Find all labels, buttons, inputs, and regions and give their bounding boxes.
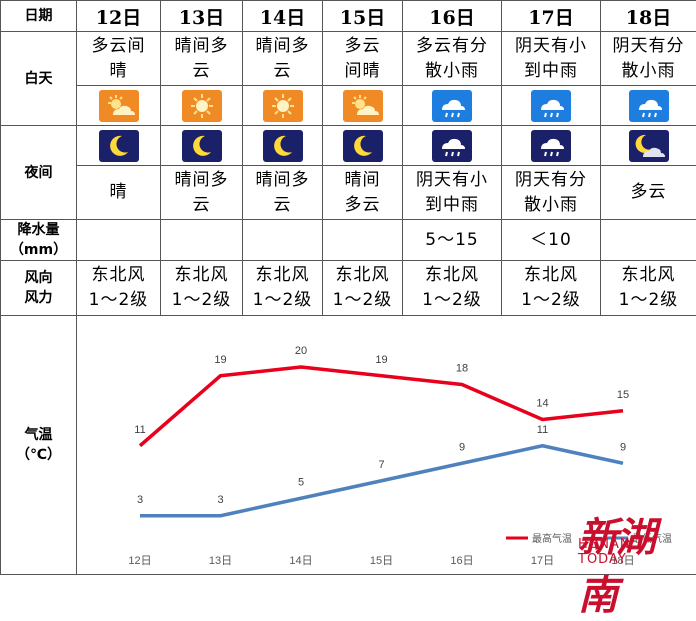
news-logo-watermark: 新湖南 HUNAN TODAY	[578, 505, 688, 567]
precip-cell	[243, 220, 323, 261]
night-rain-icon	[432, 130, 472, 162]
data-label: 5	[298, 476, 304, 488]
moon-icon	[343, 130, 383, 162]
date-row: 日期 12日 13日 14日 15日 16日 17日 18日	[1, 1, 696, 32]
night-weather-text: 晴间多云	[323, 166, 403, 220]
temperature-label: 气温（℃）	[1, 316, 77, 575]
moon-icon	[99, 130, 139, 162]
data-label: 11	[537, 424, 548, 436]
series-line-high	[140, 367, 623, 446]
night-weather-text: 晴	[77, 166, 161, 220]
watermark-en: HUNAN TODAY	[578, 537, 682, 567]
day-weather-row: 白天 多云间晴 晴间多云 晴间多云 多云间晴 多云有分散小雨 阴天有小到中雨 阴…	[1, 32, 696, 86]
precip-cell: ＜10	[502, 220, 601, 261]
x-tick-label: 13日	[209, 555, 232, 567]
partly-sunny-icon	[99, 90, 139, 122]
x-tick-label: 17日	[531, 555, 554, 567]
moon-icon	[263, 130, 303, 162]
day-weather-text: 晴间多云	[243, 32, 323, 86]
data-label: 14	[536, 398, 548, 410]
night-label: 夜间	[1, 126, 77, 220]
night-cloud-icon	[629, 130, 669, 162]
precip-row: 降水量（mm） 5～15 ＜10	[1, 220, 696, 261]
wind-label: 风向风力	[1, 261, 77, 316]
day-weather-text: 多云间晴	[77, 32, 161, 86]
date-cell: 12日	[77, 1, 161, 32]
x-tick-label: 16日	[450, 555, 473, 567]
date-cell: 15日	[323, 1, 403, 32]
date-cell: 13日	[161, 1, 243, 32]
data-label: 11	[134, 424, 145, 436]
day-weather-text: 多云有分散小雨	[403, 32, 502, 86]
data-label: 7	[378, 459, 384, 471]
date-cell: 18日	[601, 1, 696, 32]
night-weather-row: 晴 晴间多云 晴间多云 晴间多云 阴天有小到中雨 阴天有分散小雨 多云	[1, 166, 696, 220]
precip-cell: 5～15	[403, 220, 502, 261]
x-tick-label: 12日	[128, 555, 151, 567]
data-label: 9	[459, 441, 465, 453]
date-cell: 16日	[403, 1, 502, 32]
data-label: 15	[617, 389, 629, 401]
night-weather-text: 晴间多云	[243, 166, 323, 220]
precip-cell	[601, 220, 696, 261]
day-weather-text: 晴间多云	[161, 32, 243, 86]
sun-icon	[182, 90, 222, 122]
day-label: 白天	[1, 32, 77, 126]
rain-cloud-icon	[531, 90, 571, 122]
night-icon-row: 夜间	[1, 126, 696, 166]
sun-icon	[263, 90, 303, 122]
data-label: 18	[456, 363, 468, 375]
moon-icon	[182, 130, 222, 162]
data-label: 19	[375, 354, 387, 366]
precip-cell	[77, 220, 161, 261]
data-label: 19	[214, 354, 226, 366]
data-label: 3	[217, 494, 223, 506]
rain-cloud-icon	[629, 90, 669, 122]
night-weather-text: 阴天有分散小雨	[502, 166, 601, 220]
night-weather-text: 晴间多云	[161, 166, 243, 220]
x-tick-label: 15日	[370, 555, 393, 567]
data-label: 9	[620, 441, 626, 453]
precip-cell	[161, 220, 243, 261]
date-cell: 17日	[502, 1, 601, 32]
precip-label: 降水量（mm）	[1, 220, 77, 261]
night-rain-icon	[531, 130, 571, 162]
data-label: 20	[295, 345, 307, 357]
series-line-low	[140, 446, 623, 516]
day-weather-text: 阴天有分散小雨	[601, 32, 696, 86]
date-label: 日期	[1, 1, 77, 32]
night-weather-text: 多云	[601, 166, 696, 220]
date-cell: 14日	[243, 1, 323, 32]
day-icon-row	[1, 86, 696, 126]
rain-cloud-icon	[432, 90, 472, 122]
data-label: 3	[137, 494, 143, 506]
day-weather-text: 阴天有小到中雨	[502, 32, 601, 86]
night-weather-text: 阴天有小到中雨	[403, 166, 502, 220]
partly-sunny-icon	[343, 90, 383, 122]
precip-cell	[323, 220, 403, 261]
day-weather-text: 多云间晴	[323, 32, 403, 86]
legend-label: 最高气温	[532, 532, 572, 545]
x-tick-label: 14日	[289, 555, 312, 567]
